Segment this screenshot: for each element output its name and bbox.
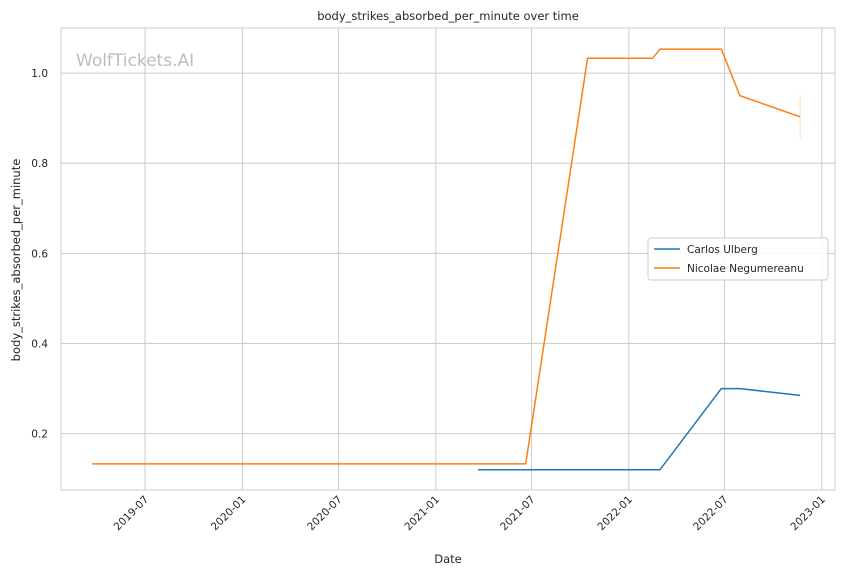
x-tick-label: 2023-01: [788, 494, 828, 534]
x-tick-label: 2020-01: [209, 494, 249, 534]
x-tick-label: 2021-01: [402, 494, 442, 534]
x-tick-label: 2022-07: [691, 494, 731, 534]
y-tick-label: 0.8: [31, 158, 48, 170]
series-lines: [92, 48, 801, 471]
x-tick-labels: 2019-07 2020-01 2020-07 2021-01 2021-07 2022-…: [112, 494, 828, 534]
watermark: WolfTickets.AI: [76, 51, 194, 71]
legend-box: [647, 237, 829, 281]
x-axis-label: Date: [434, 552, 462, 566]
x-gridlines: [144, 28, 823, 490]
x-tick-label: 2020-07: [305, 494, 345, 534]
y-tick-labels: 0.2 0.4 0.6 0.8 1.0: [31, 68, 48, 441]
plot-frame: [60, 27, 836, 491]
x-tick-label: 2021-07: [498, 494, 538, 534]
y-axis-label: body_strikes_absorbed_per_minute: [9, 159, 23, 362]
legend-label-carlos-ulberg: Carlos Ulberg: [687, 244, 758, 256]
legend: Carlos Ulberg Nicolae Negumereanu: [647, 237, 829, 281]
series-line-carlos-ulberg: [478, 387, 801, 471]
x-tick-label: 2022-01: [595, 494, 635, 534]
series-line-nicolae-negumereanu: [92, 48, 801, 465]
chart-title: body_strikes_absorbed_per_minute over ti…: [317, 9, 579, 23]
y-tick-label: 0.2: [31, 429, 48, 441]
y-tick-label: 0.4: [31, 339, 48, 351]
y-gridlines: [61, 72, 835, 435]
y-tick-label: 1.0: [31, 68, 48, 80]
legend-label-nicolae-negumereanu: Nicolae Negumereanu: [687, 263, 804, 275]
x-tick-label: 2019-07: [112, 494, 152, 534]
y-tick-label: 0.6: [31, 248, 48, 260]
